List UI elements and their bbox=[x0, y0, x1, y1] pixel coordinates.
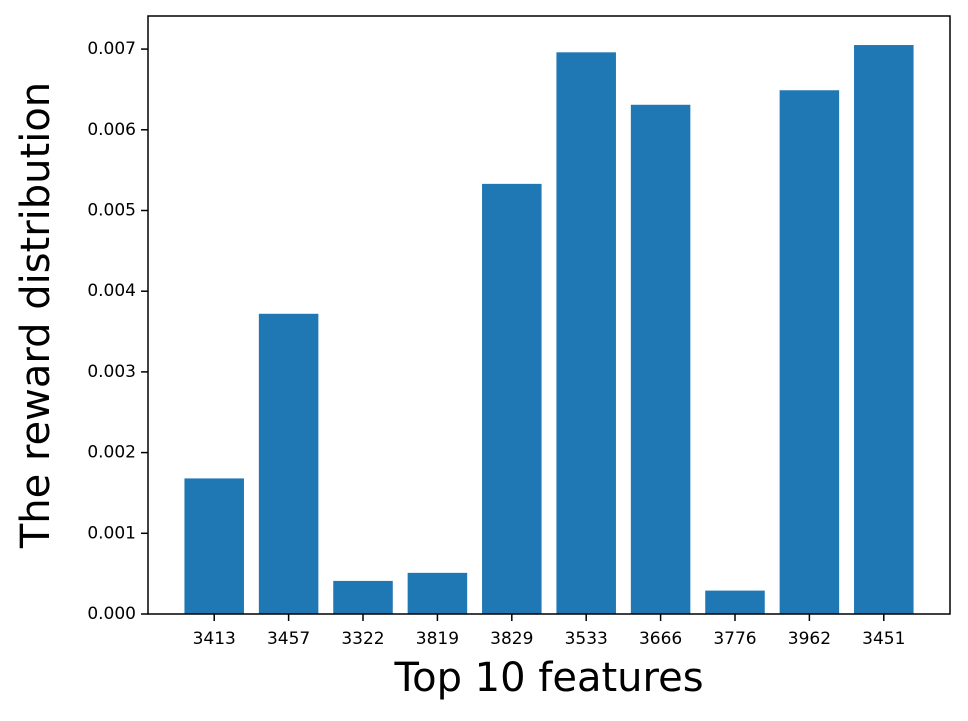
y-tick-label: 0.001 bbox=[87, 523, 136, 543]
bar bbox=[705, 590, 765, 614]
bar bbox=[482, 183, 542, 614]
bar bbox=[258, 313, 319, 614]
bar bbox=[630, 104, 691, 615]
x-tick-label: 3829 bbox=[490, 629, 533, 649]
y-tick-label: 0.003 bbox=[87, 362, 136, 382]
bar bbox=[556, 52, 616, 614]
bar bbox=[333, 580, 393, 614]
y-tick-label: 0.002 bbox=[87, 443, 136, 463]
x-tick-label: 3962 bbox=[788, 629, 831, 649]
x-tick-label: 3776 bbox=[713, 629, 756, 649]
bar bbox=[779, 90, 840, 615]
bar bbox=[407, 572, 468, 614]
bar bbox=[184, 478, 244, 614]
x-tick-label: 3451 bbox=[862, 629, 905, 649]
x-tick-label: 3413 bbox=[193, 629, 236, 649]
y-tick-label: 0.004 bbox=[87, 281, 136, 301]
x-tick-label: 3666 bbox=[639, 629, 682, 649]
bar bbox=[854, 45, 914, 615]
y-tick-label: 0.006 bbox=[87, 120, 136, 140]
y-tick-label: 0.005 bbox=[87, 200, 136, 220]
x-tick-label: 3457 bbox=[267, 629, 310, 649]
y-tick-label: 0.000 bbox=[87, 604, 136, 624]
x-tick-label: 3819 bbox=[416, 629, 459, 649]
y-tick-label: 0.007 bbox=[87, 39, 136, 59]
x-tick-label: 3322 bbox=[341, 629, 384, 649]
x-axis-label: Top 10 features bbox=[393, 655, 703, 701]
y-axis-label: The reward distribution bbox=[13, 82, 59, 549]
x-tick-label: 3533 bbox=[565, 629, 608, 649]
plot-frame bbox=[147, 15, 951, 615]
